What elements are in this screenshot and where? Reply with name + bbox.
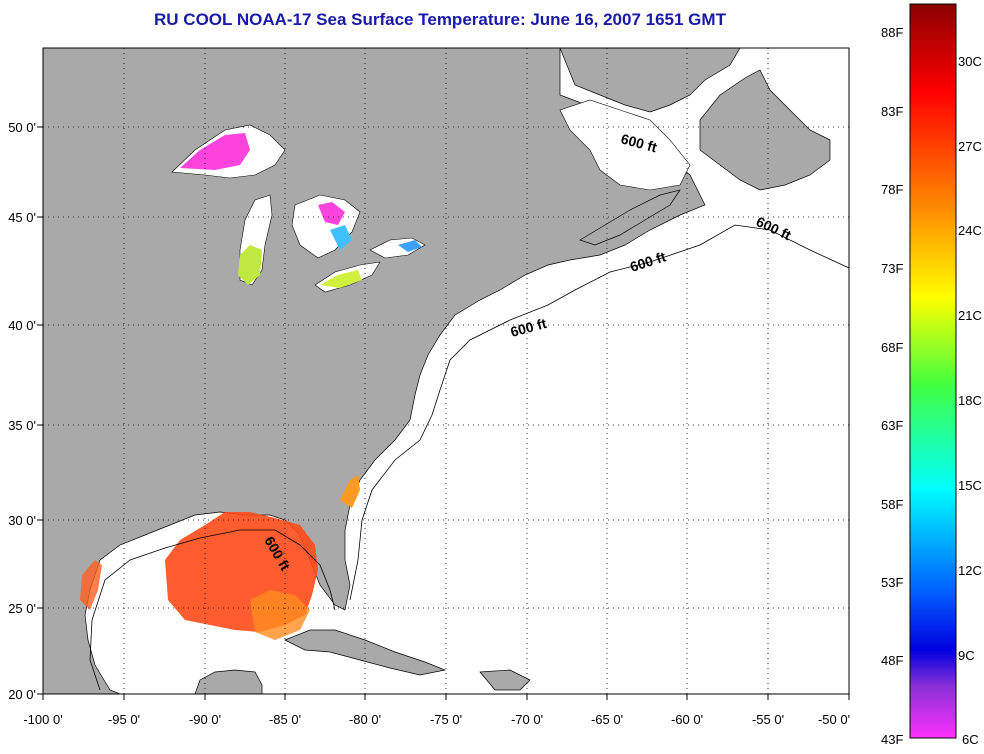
colorbar-c-label: 18C [958, 393, 982, 408]
isobath-600ft-atlantic [349, 224, 849, 601]
lat-tick-label: 20 0' [8, 687, 36, 702]
colorbar-f-label: 83F [881, 104, 903, 119]
lake-ontario-sst [398, 240, 422, 252]
colorbar-f-label: 48F [881, 653, 903, 668]
yucatan-land [194, 669, 263, 694]
lake-huron-sst [318, 202, 345, 225]
lon-tick-label: -80 0' [349, 712, 381, 727]
labrador-land [559, 48, 741, 113]
colorbar-f-label: 53F [881, 575, 903, 590]
colorbar-c-label: 12C [958, 563, 982, 578]
colorbar [909, 3, 957, 739]
lon-tick-label: -70 0' [511, 712, 543, 727]
gulf-sst-patch-orange [250, 590, 310, 640]
newfoundland-land [699, 69, 831, 191]
colorbar-f-label: 58F [881, 497, 903, 512]
lon-tick-label: -75 0' [430, 712, 462, 727]
lon-tick-label: -55 0' [752, 712, 784, 727]
gulf-of-st-lawrence [559, 99, 691, 191]
lat-tick-label: 45 0' [8, 210, 36, 225]
colorbar-c-label: 24C [958, 223, 982, 238]
florida-east-sst [340, 475, 360, 508]
lon-tick-label: -90 0' [189, 712, 221, 727]
colorbar-f-label: 73F [881, 261, 903, 276]
nova-scotia-land [579, 189, 681, 246]
gulf-sst-west [80, 560, 102, 610]
lake-erie-sst [320, 270, 362, 288]
north-america-land [43, 48, 706, 694]
lat-tick-label: 35 0' [8, 418, 36, 433]
lon-tick-label: -85 0' [269, 712, 301, 727]
colorbar-c-label: 9C [958, 648, 975, 663]
lat-tick-label: 50 0' [8, 120, 36, 135]
cuba-land [284, 629, 447, 676]
colorbar-c-label: 27C [958, 139, 982, 154]
lake-michigan-sst [238, 245, 262, 285]
lake-superior-sst [180, 133, 250, 170]
lon-tick-label: -50 0' [818, 712, 850, 727]
hispaniola-land [479, 669, 531, 691]
colorbar-c-label: 15C [958, 478, 982, 493]
lat-tick-label: 40 0' [8, 318, 36, 333]
lon-tick-label: -60 0' [671, 712, 703, 727]
colorbar-c-label: 21C [958, 308, 982, 323]
colorbar-f-label: 88F [881, 25, 903, 40]
lake-huron-sst-2 [330, 225, 352, 250]
colorbar-c-label: 30C [958, 54, 982, 69]
lat-axis [37, 126, 43, 695]
colorbar-f-label: 78F [881, 182, 903, 197]
lon-axis [42, 694, 850, 700]
colorbar-c-label: 6C [962, 732, 979, 747]
isobath-600ft-gulf [89, 529, 336, 691]
lon-tick-label: -95 0' [108, 712, 140, 727]
map-title: RU COOL NOAA-17 Sea Surface Temperature:… [154, 10, 726, 29]
colorbar-f-label: 43F [881, 732, 903, 747]
lon-tick-label: -100 0' [23, 712, 62, 727]
colorbar-f-label: 63F [881, 418, 903, 433]
lon-tick-label: -65 0' [591, 712, 623, 727]
colorbar-f-label: 68F [881, 340, 903, 355]
lat-tick-label: 25 0' [8, 601, 36, 616]
lat-tick-label: 30 0' [8, 513, 36, 528]
